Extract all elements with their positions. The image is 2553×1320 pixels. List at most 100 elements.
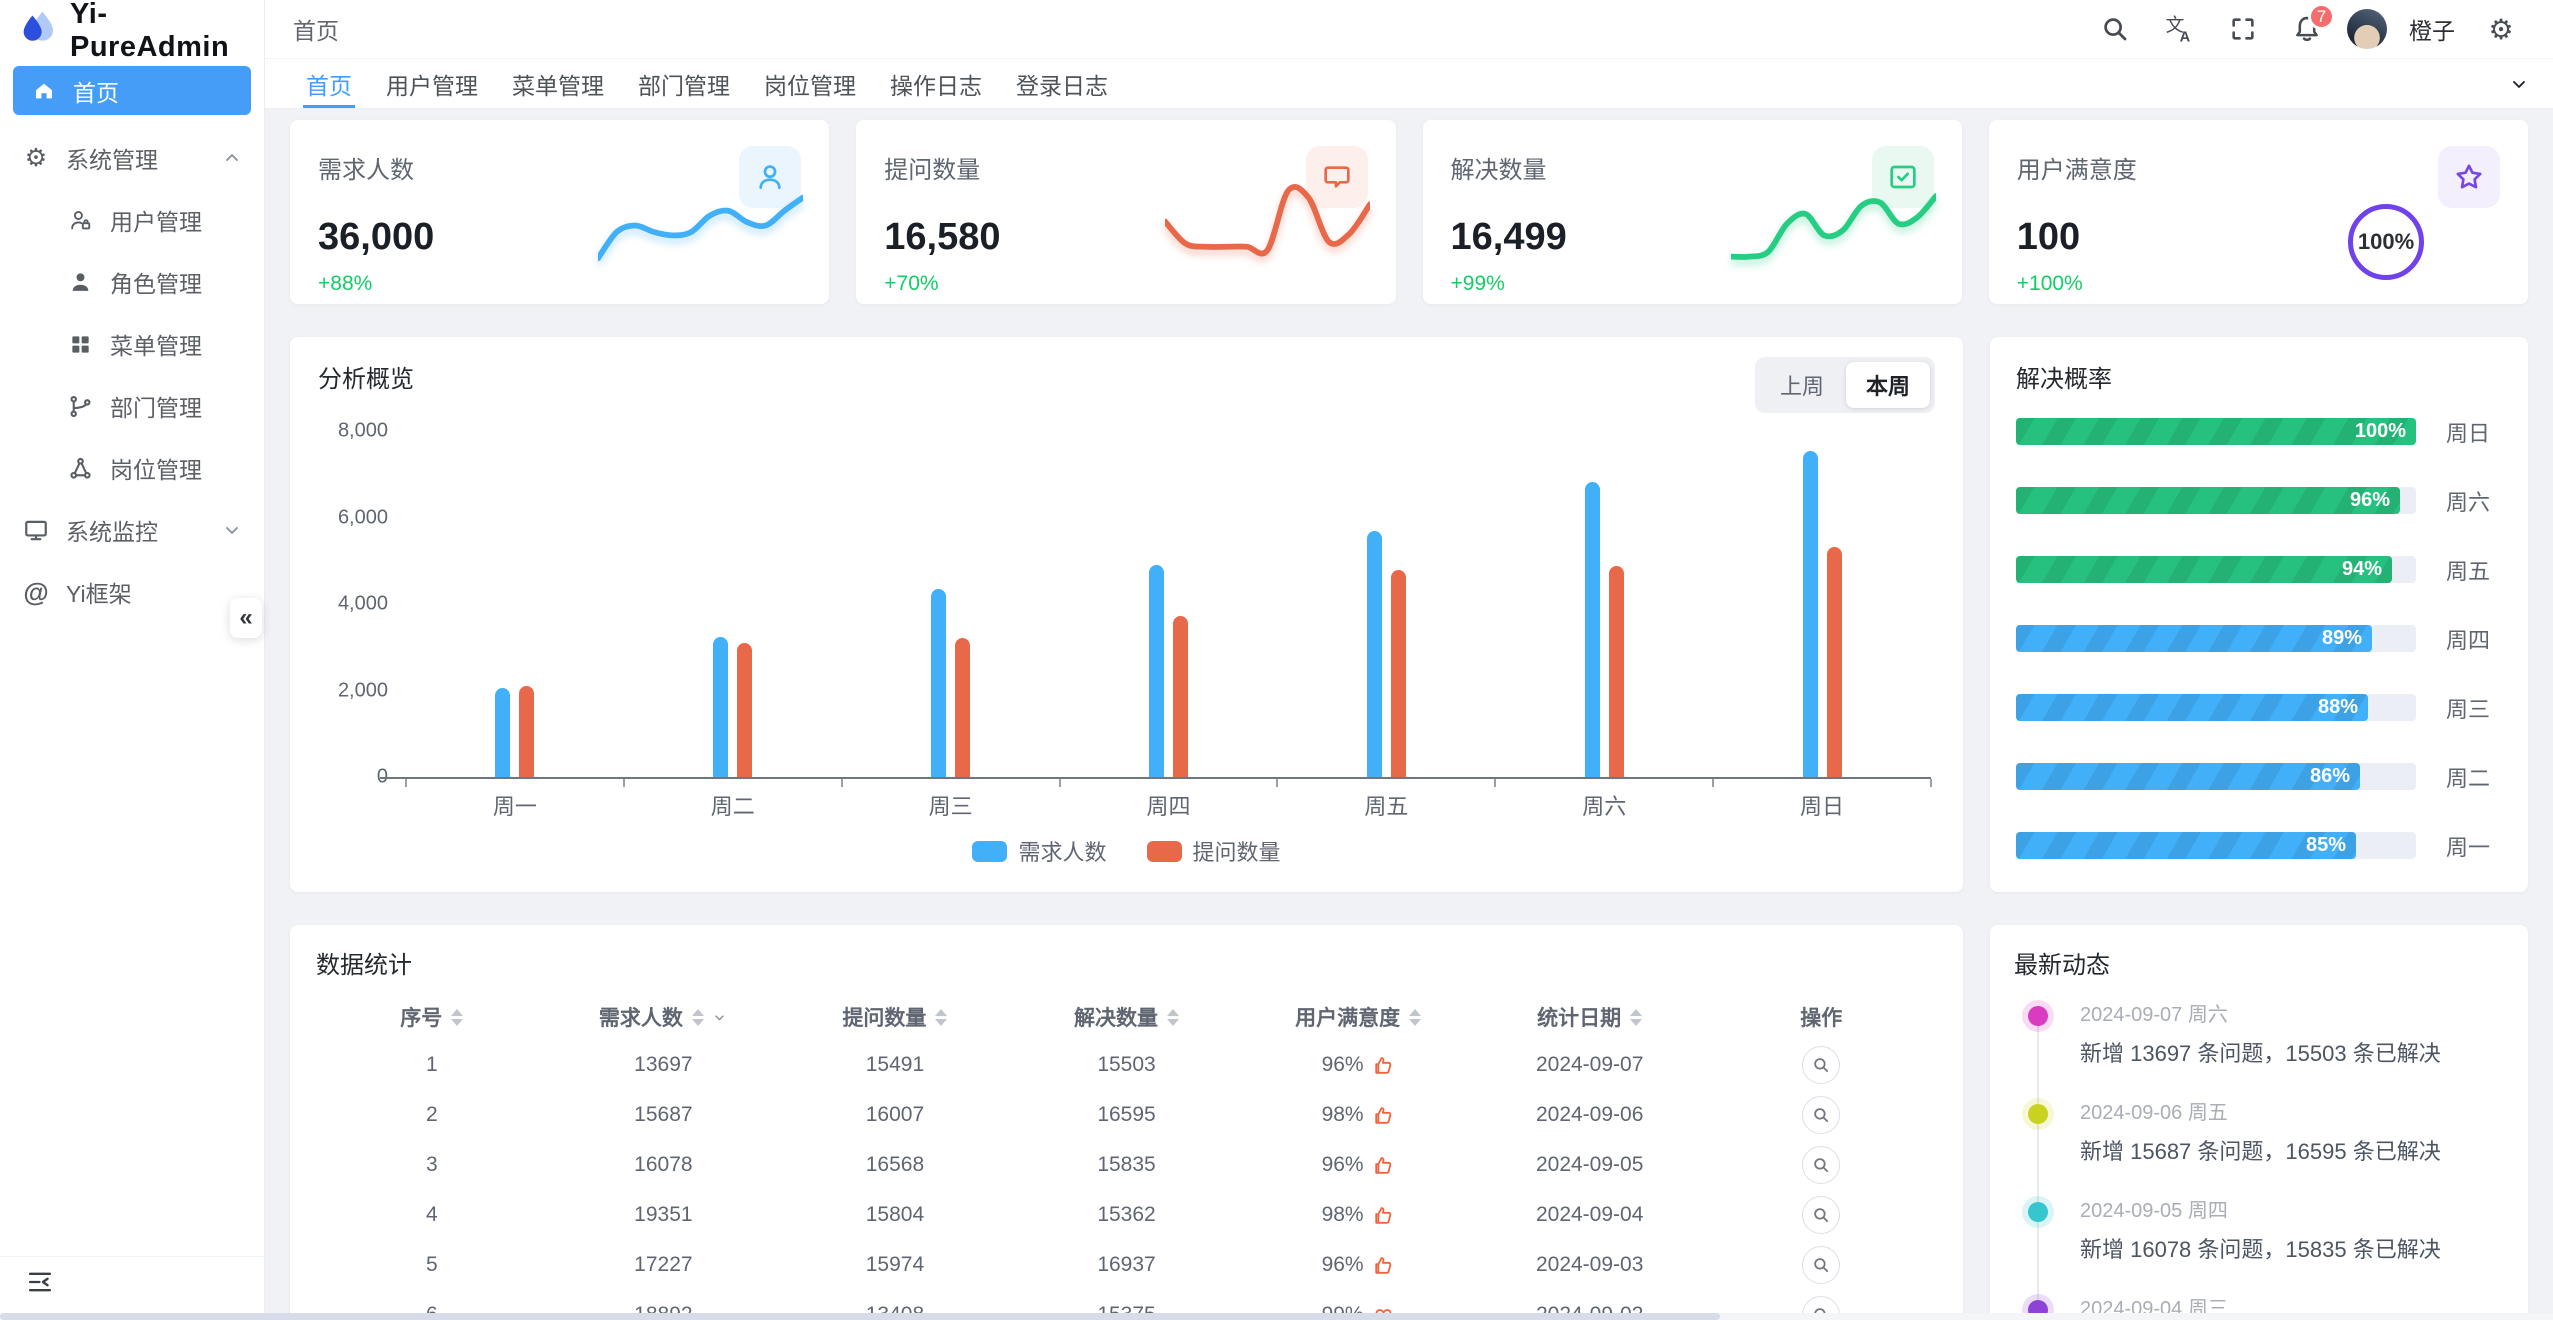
- sort-ascending-icon[interactable]: [691, 1008, 704, 1016]
- sort-carets-icon[interactable]: [1167, 1008, 1180, 1026]
- stat-card-value: 100: [2016, 216, 2081, 258]
- bell-icon[interactable]: 7: [2283, 3, 2335, 51]
- tab-login-log[interactable]: 登录日志: [1016, 72, 1108, 99]
- breadcrumb[interactable]: 首页: [293, 18, 339, 44]
- legend-item-提问数量[interactable]: 提问数量: [1146, 835, 1281, 867]
- toggle-option-上周[interactable]: 上周: [1779, 374, 1824, 399]
- sidebar-nav: ⚙ 系统管理 用户管理 角色管理 菜单管理部门管理岗位管理 系统监控 @ Yi框架: [0, 127, 264, 623]
- sidebar-collapse-button[interactable]: «: [230, 598, 262, 638]
- sort-descending-icon[interactable]: [1167, 1018, 1180, 1026]
- sort-carets-icon[interactable]: [1409, 1008, 1422, 1026]
- progress-track: 85%: [2016, 832, 2416, 859]
- sort-carets-icon[interactable]: [691, 1008, 704, 1026]
- tab-dept-management[interactable]: 部门管理: [638, 72, 730, 99]
- chart-x-axis-line: [380, 777, 1931, 779]
- search-icon[interactable]: [2091, 7, 2139, 51]
- solve-row-周五: 94% 周五: [2016, 556, 2502, 584]
- chevron-down-icon[interactable]: [2509, 74, 2529, 94]
- sort-ascending-icon[interactable]: [1630, 1008, 1643, 1016]
- sort-ascending-icon[interactable]: [1409, 1008, 1422, 1016]
- sidebar-item-label: 部门管理: [110, 395, 202, 421]
- stat-card-top: 提问数量: [884, 146, 1368, 208]
- bar-需求人数-周日[interactable]: [1802, 450, 1818, 777]
- tab-user-management[interactable]: 用户管理: [386, 72, 478, 99]
- view-detail-button[interactable]: [1802, 1246, 1841, 1284]
- sort-descending-icon[interactable]: [451, 1018, 464, 1026]
- table-header-统计日期[interactable]: 统计日期: [1474, 1002, 1706, 1032]
- home-icon: [30, 79, 58, 103]
- content: 需求人数 36,000 +88% 提问数量 16,580 +70% 解决数量 16,499 +9…: [265, 108, 2553, 1320]
- bar-提问数量-周日[interactable]: [1826, 546, 1842, 777]
- bar-group-周一: [406, 431, 624, 777]
- table-header-需求人数[interactable]: 需求人数: [548, 1002, 780, 1032]
- sort-ascending-icon[interactable]: [935, 1008, 948, 1016]
- sidebar-item-role-management[interactable]: 角色管理: [0, 251, 264, 313]
- table-header-用户满意度[interactable]: 用户满意度: [1242, 1002, 1474, 1032]
- view-detail-button[interactable]: [1802, 1146, 1841, 1184]
- view-detail-button[interactable]: [1802, 1196, 1841, 1234]
- stat-card-delta: +99%: [1450, 272, 1505, 295]
- bar-提问数量-周五[interactable]: [1390, 570, 1406, 777]
- username[interactable]: 橙子: [2409, 18, 2455, 44]
- sort-descending-icon[interactable]: [935, 1018, 948, 1026]
- solve-row-周三: 88% 周三: [2016, 694, 2502, 722]
- tab-operation-log[interactable]: 操作日志: [890, 72, 982, 99]
- table-cell-actions: [1705, 1196, 1937, 1234]
- sidebar-item-system-management[interactable]: ⚙ 系统管理: [0, 127, 264, 189]
- sort-carets-icon[interactable]: [451, 1008, 464, 1026]
- bar-需求人数-周五[interactable]: [1366, 530, 1382, 777]
- tab-post-management[interactable]: 岗位管理: [764, 72, 856, 99]
- fullscreen-icon[interactable]: [2219, 7, 2267, 51]
- bar-需求人数-周四[interactable]: [1148, 565, 1164, 777]
- latest-activity-title: 最新动态: [2014, 952, 2110, 979]
- sidebar-item-dept-management[interactable]: 部门管理: [0, 375, 264, 437]
- stat-card-title: 解决数量: [1450, 157, 1547, 184]
- x-tick-label: 周二: [710, 794, 755, 819]
- legend-item-需求人数[interactable]: 需求人数: [972, 835, 1107, 867]
- table-header-解决数量[interactable]: 解决数量: [1011, 1002, 1243, 1032]
- bar-提问数量-周四[interactable]: [1172, 616, 1188, 777]
- sort-descending-icon[interactable]: [1409, 1018, 1422, 1026]
- tab-menu-management[interactable]: 菜单管理: [512, 72, 604, 99]
- chat-icon: [1305, 146, 1368, 208]
- table-header-提问数量[interactable]: 提问数量: [779, 1002, 1011, 1032]
- sidebar-item-user-management[interactable]: 用户管理: [0, 189, 264, 251]
- tab-home[interactable]: 首页: [289, 59, 369, 108]
- bar-需求人数-周三[interactable]: [931, 589, 947, 777]
- progress-value: 85%: [2305, 834, 2346, 856]
- bar-需求人数-周一[interactable]: [495, 687, 511, 777]
- filter-chevron-down-icon[interactable]: [711, 1009, 728, 1026]
- progress-day-label: 周二: [2446, 765, 2491, 791]
- x-axis-tick: [1494, 779, 1497, 787]
- sidebar-item-system-monitor[interactable]: 系统监控: [0, 499, 264, 561]
- sidebar-item-menu-management[interactable]: 菜单管理: [0, 313, 264, 375]
- horizontal-scrollbar-thumb[interactable]: [0, 1313, 1720, 1320]
- toggle-option-本周[interactable]: 本周: [1845, 362, 1930, 408]
- sidebar-item-post-management[interactable]: 岗位管理: [0, 437, 264, 499]
- table-header-序号[interactable]: 序号: [316, 1002, 548, 1032]
- menu-fold-icon[interactable]: [26, 1268, 54, 1302]
- sort-descending-icon[interactable]: [1630, 1018, 1643, 1026]
- bar-提问数量-周二[interactable]: [737, 643, 753, 777]
- bar-提问数量-周一[interactable]: [519, 686, 535, 777]
- table-header-label: 提问数量: [842, 1007, 927, 1030]
- sort-carets-icon[interactable]: [935, 1008, 948, 1026]
- view-detail-button[interactable]: [1802, 1096, 1841, 1134]
- bar-需求人数-周二[interactable]: [713, 636, 729, 777]
- gear-icon[interactable]: ⚙: [2488, 13, 2514, 45]
- table-cell: 15974: [865, 1253, 925, 1276]
- sort-ascending-icon[interactable]: [1167, 1008, 1180, 1016]
- sidebar-item-yi-framework[interactable]: @ Yi框架: [0, 561, 264, 623]
- sort-descending-icon[interactable]: [691, 1018, 704, 1026]
- branch-icon: [66, 394, 94, 419]
- logo[interactable]: Yi-PureAdmin: [0, 0, 264, 63]
- bar-提问数量-周三[interactable]: [955, 638, 971, 777]
- avatar[interactable]: [2347, 9, 2387, 49]
- sort-carets-icon[interactable]: [1630, 1008, 1643, 1026]
- bar-需求人数-周六[interactable]: [1584, 482, 1600, 777]
- bar-提问数量-周六[interactable]: [1608, 565, 1624, 777]
- sidebar-item-home[interactable]: 首页: [13, 66, 251, 115]
- view-detail-button[interactable]: [1802, 1046, 1841, 1084]
- sort-ascending-icon[interactable]: [451, 1008, 464, 1016]
